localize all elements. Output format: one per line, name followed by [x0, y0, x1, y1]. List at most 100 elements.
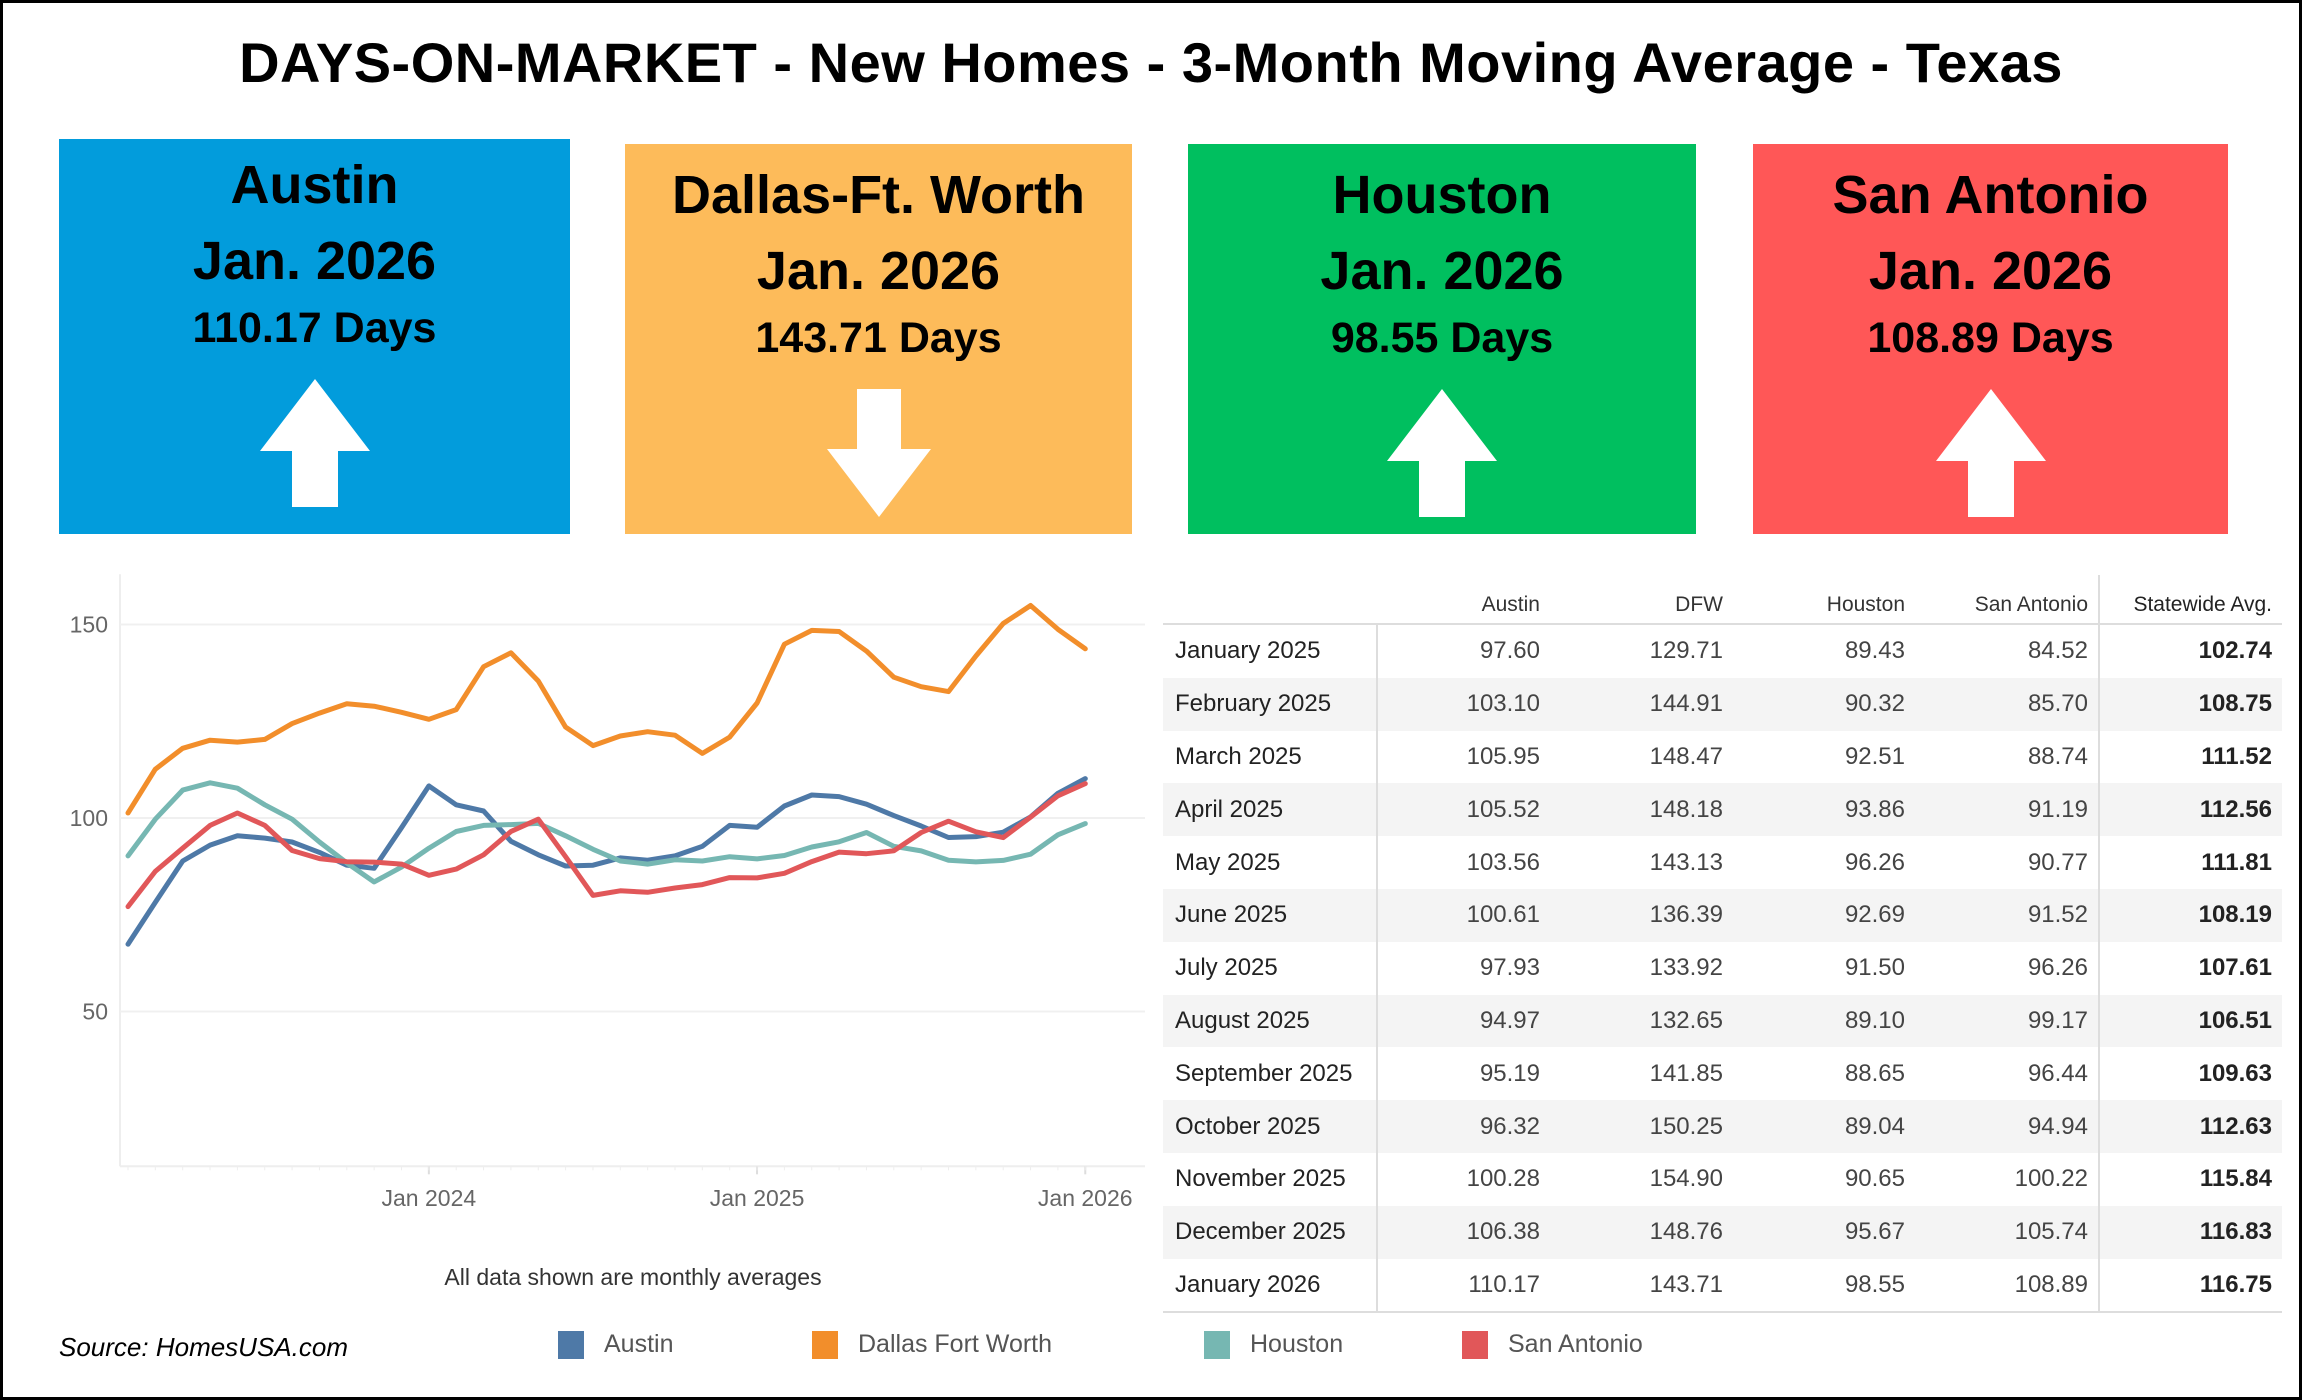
- table-cell: 98.55: [1733, 1258, 1915, 1314]
- row-label: November 2025: [1163, 1152, 1378, 1206]
- table-cell: 85.70: [1915, 677, 2099, 731]
- column-header: [1163, 575, 1377, 625]
- row-label: March 2025: [1163, 730, 1378, 784]
- card-date: Jan. 2026: [1868, 241, 2113, 301]
- table-cell: 143.13: [1649, 848, 1723, 876]
- row-label: October 2025: [1163, 1100, 1378, 1153]
- table-cell: 108.75: [2098, 677, 2282, 731]
- row-label: May 2025: [1163, 836, 1378, 889]
- table-cell: 116.75: [2098, 1258, 2282, 1314]
- table-cell: 116.83: [2098, 1205, 2282, 1259]
- table-cell: 111.81: [2098, 836, 2282, 889]
- page-title: DAYS-ON-MARKET - New Homes - 3-Month Mov…: [239, 31, 2063, 94]
- row-label: August 2025: [1163, 994, 1378, 1048]
- table-cell: 132.65: [1550, 994, 1733, 1048]
- table-cell: 136.39: [1550, 888, 1733, 942]
- card-dallas-ft-worth: Dallas-Ft. Worth Jan. 2026 143.71 Days: [625, 144, 1132, 534]
- series-line-houston: [125, 780, 1088, 885]
- row-label: December 2025: [1163, 1205, 1378, 1259]
- table-cell: 106.51: [2098, 994, 2282, 1048]
- table-row: January 2025 97.60 129.71 89.43 84.52 102.74: [1163, 624, 2282, 678]
- card-date: Jan. 2026: [192, 231, 437, 291]
- row-label: June 2025: [1163, 888, 1378, 942]
- table-cell: 102.74: [2098, 624, 2282, 678]
- table-row: May 2025 103.56 143.13 96.26 90.77 111.81: [1163, 836, 2282, 889]
- table-cell: 107.61: [2098, 941, 2282, 995]
- card-days: 98.55 Days: [1330, 314, 1554, 362]
- y-tick-label: 150: [70, 612, 108, 638]
- table-cell: 90.77: [2027, 848, 2088, 876]
- column-header: San Antonio: [1915, 575, 2099, 625]
- table-row: June 2025 100.61 136.39 92.69 91.52 108.19: [1163, 888, 2282, 942]
- x-tick-label: Jan 2025: [710, 1185, 805, 1211]
- legend-label: Austin: [604, 1330, 674, 1358]
- card-austin: Austin Jan. 2026 110.17 Days: [59, 139, 570, 534]
- table-cell: 97.60: [1479, 637, 1540, 665]
- table-cell: 106.38: [1377, 1205, 1550, 1259]
- table-cell: 84.52: [2027, 637, 2088, 665]
- table-cell: 115.84: [2098, 1152, 2282, 1206]
- table-cell: 96.44: [2027, 1059, 2088, 1087]
- legend-item[interactable]: Austin: [558, 1330, 673, 1359]
- table-cell: 141.85: [1649, 1059, 1723, 1087]
- legend-swatch: [1204, 1330, 1230, 1359]
- table-cell: 133.92: [1649, 954, 1723, 982]
- table-cell: 112.63: [2098, 1100, 2282, 1153]
- table-cell: 100.61: [1377, 888, 1550, 942]
- table-cell: 143.71: [1550, 1258, 1733, 1314]
- table-cell: 93.86: [1733, 783, 1915, 837]
- table-cell: 100.28: [1466, 1165, 1540, 1193]
- row-label: February 2025: [1163, 677, 1378, 731]
- legend-swatch: [558, 1330, 584, 1359]
- card-city: San Antonio: [1832, 165, 2149, 225]
- arrow-up-icon: [1935, 389, 2046, 517]
- legend-label: Houston: [1250, 1330, 1344, 1358]
- table-cell: 90.65: [1844, 1165, 1905, 1193]
- data-table: Austin DFW Houston San Antonio Statewide Avg…: [1163, 575, 2282, 1314]
- table-cell: 91.50: [1844, 954, 1905, 982]
- card-city: Dallas-Ft. Worth: [671, 165, 1085, 225]
- table-cell: 144.91: [1550, 677, 1733, 731]
- card-san-antonio: San Antonio Jan. 2026 108.89 Days: [1753, 144, 2228, 534]
- series-line-san-antonio: [125, 781, 1088, 910]
- table-cell: 100.22: [2014, 1165, 2088, 1193]
- table-row: August 2025 94.97 132.65 89.10 99.17 106.51: [1163, 994, 2282, 1048]
- table-row: February 2025 103.10 144.91 90.32 85.70 108.7…: [1163, 677, 2282, 731]
- arrow-down-icon: [826, 389, 931, 517]
- legend-swatch: [1462, 1330, 1488, 1359]
- legend-item[interactable]: Dallas Fort Worth: [812, 1330, 1052, 1359]
- table-row: September 2025 95.19 141.85 88.65 96.44 109.6…: [1163, 1047, 2282, 1101]
- y-tick-label: 50: [82, 999, 108, 1025]
- card-houston: Houston Jan. 2026 98.55 Days: [1188, 144, 1696, 534]
- card-city: Austin: [230, 155, 399, 215]
- column-header: Austin: [1377, 575, 1550, 625]
- table-cell: 97.93: [1479, 954, 1540, 982]
- table-row: October 2025 96.32 150.25 89.04 94.94 112.63: [1163, 1100, 2282, 1153]
- table-cell: 90.32: [1733, 677, 1915, 731]
- table-cell: 108.19: [2098, 888, 2282, 942]
- table-cell: 108.89: [1915, 1258, 2099, 1314]
- card-days: 108.89 Days: [1867, 314, 2114, 362]
- table-cell: 96.32: [1377, 1100, 1550, 1153]
- table-cell: 91.19: [1915, 783, 2099, 837]
- chart-caption: All data shown are monthly averages: [444, 1264, 822, 1290]
- legend-item[interactable]: Houston: [1204, 1330, 1343, 1359]
- card-date: Jan. 2026: [756, 241, 1001, 301]
- table-cell: 92.69: [1733, 888, 1915, 942]
- table-cell: 95.67: [1733, 1205, 1915, 1259]
- table-cell: 94.97: [1377, 994, 1550, 1048]
- column-header: DFW: [1550, 575, 1733, 625]
- arrow-up-icon: [259, 379, 370, 507]
- table-row: December 2025 106.38 148.76 95.67 105.74 116.…: [1163, 1205, 2282, 1259]
- table-cell: 154.90: [1649, 1165, 1723, 1193]
- legend-swatch: [812, 1330, 838, 1359]
- table-cell: 88.74: [2027, 742, 2088, 770]
- table-row: November 2025 100.28 154.90 90.65 100.22 115.…: [1163, 1152, 2282, 1206]
- row-label: January 2026: [1163, 1258, 1378, 1314]
- x-tick-label: Jan 2024: [382, 1185, 477, 1211]
- series-line-austin: [125, 776, 1088, 947]
- legend-item[interactable]: San Antonio: [1462, 1330, 1643, 1359]
- series-line-dallas-fort-worth: [125, 603, 1088, 816]
- table-cell: 112.56: [2098, 783, 2282, 837]
